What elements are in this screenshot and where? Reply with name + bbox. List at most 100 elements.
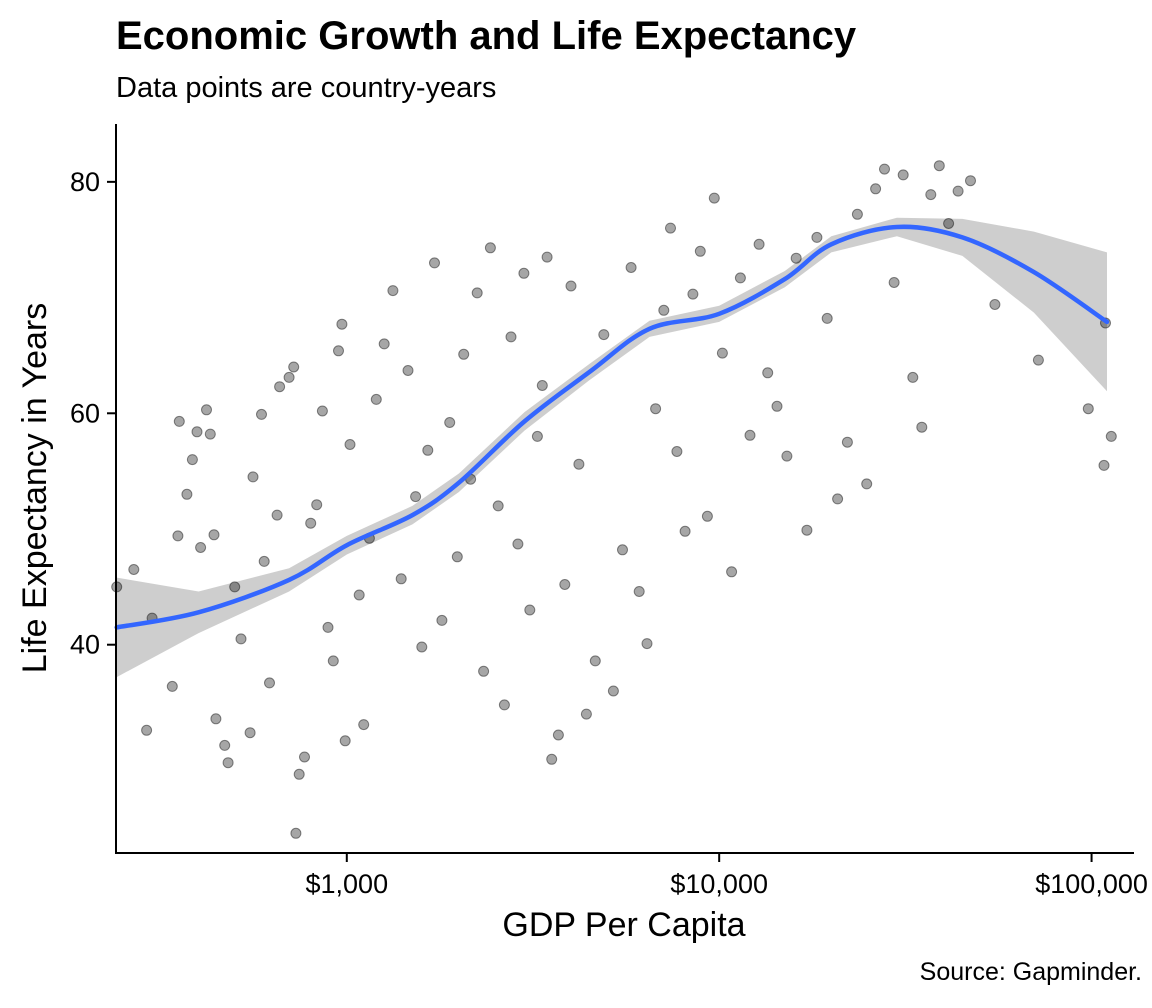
data-point	[410, 491, 422, 503]
data-point	[181, 488, 193, 500]
data-point	[339, 735, 351, 747]
data-point	[989, 299, 1001, 310]
data-point	[861, 478, 873, 490]
data-point	[204, 428, 216, 440]
data-point	[943, 218, 955, 229]
data-point	[451, 551, 463, 563]
data-point	[274, 381, 286, 393]
x-axis-ticks: $1,000 $10,000 $100,000	[306, 853, 1148, 899]
data-point	[322, 621, 334, 633]
data-point	[235, 633, 247, 645]
data-point	[1105, 430, 1117, 442]
data-point	[617, 544, 628, 556]
data-point	[734, 272, 746, 284]
data-point	[650, 403, 662, 415]
data-point	[641, 638, 653, 650]
data-point	[589, 655, 601, 667]
data-point	[353, 589, 365, 601]
data-point	[208, 529, 220, 541]
data-point	[580, 708, 592, 720]
data-point	[186, 454, 198, 466]
data-point	[531, 430, 543, 442]
data-point	[505, 331, 517, 343]
smooth-curve-layer	[114, 224, 1110, 630]
data-points-layer	[111, 160, 1117, 839]
y-axis-title: Life Expectancy in Years	[16, 303, 54, 673]
data-point	[210, 713, 222, 725]
data-point	[458, 348, 470, 360]
data-point	[701, 510, 713, 522]
data-point	[771, 400, 783, 412]
data-point	[726, 566, 738, 578]
x-tick-label: $10,000	[670, 869, 768, 899]
data-point	[671, 446, 683, 457]
data-point	[201, 404, 212, 416]
data-point	[370, 393, 382, 405]
data-point	[128, 564, 140, 575]
data-point	[925, 189, 937, 201]
data-point	[559, 579, 571, 590]
data-point	[832, 493, 844, 505]
data-point	[744, 429, 756, 441]
data-point	[879, 163, 890, 175]
data-point	[229, 581, 241, 593]
data-point	[416, 641, 428, 653]
data-point	[888, 277, 900, 288]
data-point	[552, 729, 564, 741]
data-point	[358, 719, 370, 731]
data-point	[316, 405, 328, 417]
data-point	[327, 655, 339, 667]
data-point	[471, 287, 483, 299]
data-point	[173, 415, 185, 427]
smooth-trend-line	[114, 224, 1110, 630]
data-point	[687, 288, 699, 300]
data-point	[907, 371, 919, 383]
y-axis-ticks: 40 60 80	[70, 167, 116, 660]
data-point	[311, 499, 323, 511]
data-point	[478, 665, 490, 677]
data-point	[336, 318, 348, 330]
data-point	[694, 245, 706, 257]
data-point	[191, 426, 203, 438]
data-point	[333, 345, 344, 357]
data-point	[781, 450, 793, 462]
data-point	[851, 208, 863, 220]
data-point	[665, 222, 676, 234]
data-point	[444, 417, 456, 428]
data-point	[166, 680, 178, 692]
y-tick-label: 40	[70, 630, 100, 660]
confidence-ribbon	[116, 217, 1107, 678]
data-point	[762, 367, 774, 379]
data-point	[518, 267, 530, 279]
data-point	[801, 524, 813, 536]
data-point	[387, 285, 399, 297]
data-point	[952, 185, 964, 197]
data-point	[870, 183, 882, 195]
data-point	[821, 312, 833, 324]
data-point	[293, 768, 305, 780]
data-point	[344, 439, 356, 450]
data-point	[790, 252, 802, 264]
data-point	[565, 280, 577, 292]
chart-title: Economic Growth and Life Expectancy	[116, 14, 857, 58]
y-tick-label: 60	[70, 398, 100, 428]
x-tick-label: $1,000	[306, 869, 389, 899]
data-point	[195, 542, 207, 553]
confidence-ribbon-layer	[116, 217, 1107, 678]
data-point	[219, 739, 231, 751]
data-point	[305, 517, 317, 529]
data-point	[498, 699, 510, 711]
data-point	[244, 727, 256, 739]
data-point	[1082, 403, 1094, 415]
data-point	[541, 251, 553, 263]
data-point	[436, 614, 448, 626]
data-point	[573, 458, 585, 470]
chart-subtitle: Data points are country-years	[116, 72, 497, 104]
data-point	[247, 471, 259, 483]
data-point	[536, 380, 548, 391]
data-point	[965, 175, 976, 187]
data-point	[841, 436, 853, 448]
data-point	[172, 530, 184, 542]
data-point	[658, 304, 670, 316]
